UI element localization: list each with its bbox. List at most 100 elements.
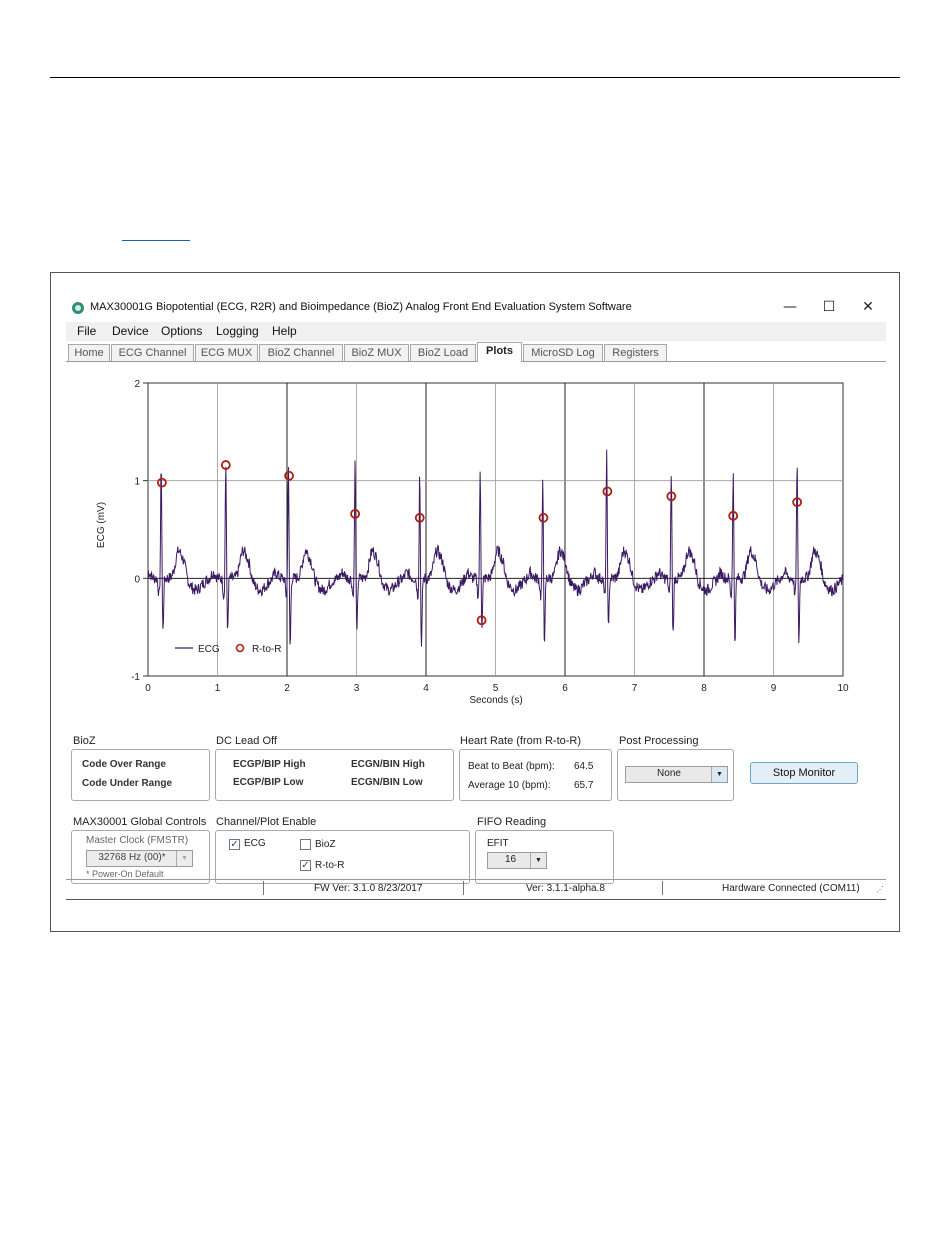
fifo-title: FIFO Reading: [477, 816, 547, 828]
x-tick-label: 7: [632, 683, 638, 694]
rtor-checkbox[interactable]: ✓: [300, 860, 311, 871]
y-axis-label: ECG (mV): [96, 502, 107, 548]
post-processing-title: Post Processing: [619, 735, 699, 747]
menu-help[interactable]: Help: [272, 324, 297, 338]
page-rule: [50, 77, 900, 78]
bioz-checkbox[interactable]: [300, 839, 311, 850]
efit-label: EFIT: [487, 838, 509, 849]
rtor-point: [220, 460, 231, 470]
code-under-range: Code Under Range: [82, 778, 173, 789]
beat-to-beat-label: Beat to Beat (bpm):: [468, 761, 555, 772]
menu-file[interactable]: File: [77, 324, 97, 338]
firmware-version: FW Ver: 3.1.0 8/23/2017: [314, 883, 423, 894]
bioz-group-title: BioZ: [73, 735, 96, 747]
global-controls-title: MAX30001 Global Controls: [73, 816, 207, 828]
tab-bioz-channel[interactable]: BioZ Channel: [259, 344, 343, 361]
rtor-point: [414, 512, 425, 523]
fifo-group: EFIT 16 ▼: [475, 830, 614, 884]
ecgp-high: ECGP/BIP High: [233, 759, 306, 770]
channel-enable-title: Channel/Plot Enable: [216, 816, 317, 828]
screenshot-figure: MAX30001G Biopotential (ECG, R2R) and Bi…: [50, 272, 900, 932]
efit-select[interactable]: 16 ▼: [487, 852, 547, 869]
x-tick-label: 6: [562, 683, 568, 694]
y-tick-label: 2: [134, 379, 140, 390]
legend-ecg-label: ECG: [198, 644, 220, 655]
dc-lead-off-title: DC Lead Off: [216, 735, 277, 747]
master-clock-label: Master Clock (FMSTR): [86, 835, 189, 846]
x-tick-label: 3: [354, 683, 360, 694]
bioz-group: Code Over Range Code Under Range: [71, 749, 210, 801]
resize-grip-icon[interactable]: ⋰: [876, 885, 884, 894]
rtor-checkbox-label: R-to-R: [315, 860, 345, 871]
x-tick-label: 0: [145, 683, 151, 694]
beat-to-beat-value: 64.5: [574, 761, 594, 772]
heart-rate-title: Heart Rate (from R-to-R): [460, 735, 582, 747]
rtor-point: [602, 486, 613, 497]
menu-logging[interactable]: Logging: [216, 324, 259, 338]
chevron-down-icon[interactable]: ▼: [176, 851, 192, 866]
tab-plots[interactable]: Plots: [477, 342, 522, 362]
rtor-point: [157, 477, 167, 488]
tab-registers[interactable]: Registers: [604, 344, 667, 361]
document-link-underline[interactable]: [122, 240, 190, 241]
chart-legend: ECG R-to-R: [175, 643, 281, 655]
ecg-series-line: [147, 449, 844, 647]
tab-ecg-channel[interactable]: ECG Channel: [111, 344, 194, 361]
x-tick-label: 8: [701, 683, 707, 694]
ecg-checkbox-label: ECG: [244, 838, 266, 849]
dc-lead-off-group: ECGP/BIP High ECGN/BIN High ECGP/BIP Low…: [215, 749, 454, 801]
tab-bioz-mux[interactable]: BioZ MUX: [344, 344, 409, 361]
title-bar: MAX30001G Biopotential (ECG, R2R) and Bi…: [66, 293, 886, 323]
chevron-down-icon[interactable]: ▼: [711, 767, 727, 782]
x-tick-label: 2: [284, 683, 290, 694]
y-tick-label: 0: [134, 574, 140, 585]
master-clock-select[interactable]: 32768 Hz (00)* ▼: [86, 850, 193, 867]
post-processing-value: None: [657, 768, 681, 779]
status-bar: FW Ver: 3.1.0 8/23/2017 Ver: 3.1.1-alpha…: [66, 879, 886, 901]
master-clock-value: 32768 Hz (00)*: [98, 852, 166, 863]
software-version: Ver: 3.1.1-alpha.8: [526, 883, 605, 894]
status-divider-top: [66, 879, 886, 880]
heart-rate-group: Beat to Beat (bpm): 64.5 Average 10 (bpm…: [459, 749, 612, 801]
tab-bioz-load[interactable]: BioZ Load: [410, 344, 476, 361]
x-tick-label: 4: [423, 683, 429, 694]
x-tick-label: 9: [771, 683, 777, 694]
close-button[interactable]: ✕: [862, 299, 874, 315]
efit-value: 16: [504, 854, 517, 865]
tab-strip: Home ECG Channel ECG MUX BioZ Channel Bi…: [66, 342, 886, 362]
hardware-status: Hardware Connected (COM11): [722, 883, 860, 894]
rtor-point: [666, 491, 677, 502]
y-tick-label: -1: [131, 672, 140, 683]
power-on-default-note: * Power-On Default: [86, 869, 164, 879]
ecg-checkbox[interactable]: ✓: [229, 839, 240, 850]
tab-ecg-mux[interactable]: ECG MUX: [195, 344, 258, 361]
tab-microsd-log[interactable]: MicroSD Log: [523, 344, 603, 361]
tab-home[interactable]: Home: [68, 344, 110, 361]
post-processing-select[interactable]: None ▼: [625, 766, 728, 783]
app-window: MAX30001G Biopotential (ECG, R2R) and Bi…: [66, 293, 886, 913]
status-divider-bottom: [66, 899, 886, 900]
rtor-point: [792, 497, 803, 508]
chevron-down-icon[interactable]: ▼: [530, 853, 546, 868]
x-tick-label: 5: [493, 683, 499, 694]
post-processing-group: None ▼: [617, 749, 734, 801]
average-10-label: Average 10 (bpm):: [468, 780, 551, 791]
maximize-button[interactable]: ☐: [822, 299, 836, 315]
global-controls-group: Master Clock (FMSTR) 32768 Hz (00)* ▼ * …: [71, 830, 210, 884]
code-over-range: Code Over Range: [82, 759, 166, 770]
app-logo-icon: [72, 302, 84, 314]
x-axis-label: Seconds (s): [469, 695, 522, 706]
status-separator: [463, 881, 464, 895]
tab-divider: [66, 361, 886, 362]
menu-device[interactable]: Device: [112, 324, 149, 338]
rtor-point: [350, 508, 361, 519]
stop-monitor-button[interactable]: Stop Monitor: [750, 762, 858, 784]
window-title: MAX30001G Biopotential (ECG, R2R) and Bi…: [90, 301, 632, 313]
menu-options[interactable]: Options: [161, 324, 203, 338]
minimize-button[interactable]: —: [783, 299, 797, 315]
rtor-point: [728, 510, 739, 521]
channel-enable-group: ✓ ECG BioZ ✓ R-to-R: [215, 830, 470, 884]
x-tick-label: 10: [837, 683, 849, 694]
bioz-checkbox-label: BioZ: [315, 839, 336, 850]
legend-rtor-label: R-to-R: [252, 644, 281, 655]
